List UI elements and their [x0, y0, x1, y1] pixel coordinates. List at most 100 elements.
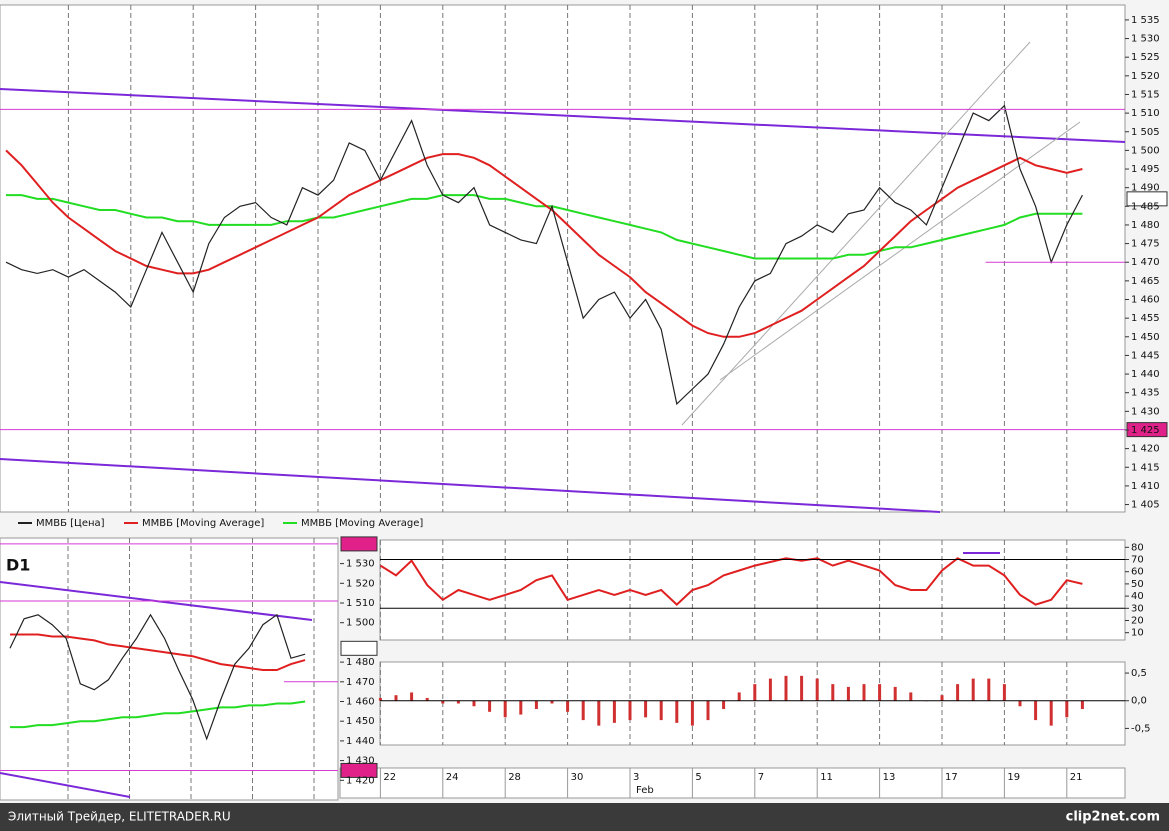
histogram-bar: [862, 684, 866, 701]
histogram-bar: [503, 700, 507, 718]
series-line: [6, 194, 1083, 260]
y-tick-label: 1 455: [1131, 313, 1160, 324]
x-tick-label: 24: [446, 772, 459, 783]
y-tick-label: 1 480: [346, 657, 375, 668]
price-tag: [1126, 191, 1168, 207]
plot-area: [0, 4, 1126, 513]
histogram-bar: [534, 700, 538, 710]
y-tick-label: 60: [1131, 567, 1144, 578]
histogram-bar: [909, 692, 913, 701]
drawings: [0, 41, 1126, 798]
histogram-bar: [519, 700, 523, 715]
histogram-bar: [1002, 684, 1006, 701]
histogram-bar: [753, 684, 757, 701]
y-tick-label: 1 425: [1131, 425, 1160, 436]
x-tick-label: 5: [695, 772, 701, 783]
y-tick-label: 1 480: [1131, 220, 1160, 231]
y-tick-label: 20: [1131, 615, 1144, 626]
y-tick-label: 1 450: [1131, 332, 1160, 343]
series-line: [379, 557, 1083, 606]
channel-line: [681, 41, 1031, 426]
histogram-bar: [612, 700, 616, 723]
histogram-bar: [815, 678, 819, 701]
y-tick-label: 70: [1131, 555, 1144, 566]
y-tick-label: 30: [1131, 603, 1144, 614]
plot-area: [0, 537, 339, 801]
y-tick-label: 1 415: [1131, 462, 1160, 473]
histogram-bar: [675, 700, 679, 723]
x-tick-label: 21: [1070, 772, 1083, 783]
y-tick-label: 1 410: [1131, 481, 1160, 492]
histogram-bar: [472, 700, 476, 707]
x-tick-label: 22: [383, 772, 396, 783]
month-label: Feb: [636, 785, 654, 796]
y-tick-label: 1 430: [346, 756, 375, 767]
panel-title: D1: [6, 556, 30, 575]
y-tick-label: 1 500: [346, 618, 375, 629]
histogram-bar: [706, 700, 710, 721]
y-tick-label: 10: [1131, 628, 1144, 639]
histogram-bar: [737, 692, 741, 701]
y-tick-label: 1 525: [1131, 52, 1160, 63]
y-tick-label: 1 450: [346, 716, 375, 727]
histogram-bar: [659, 700, 663, 721]
price-tag: [340, 536, 378, 552]
footer-bar: [0, 803, 1169, 831]
histogram-bar: [1018, 700, 1022, 707]
histogram-bar: [1034, 700, 1038, 721]
histogram-bar: [893, 686, 897, 701]
histogram-bar: [784, 675, 788, 701]
footer-logo: clip2net.com: [1066, 810, 1160, 825]
histogram-bar: [690, 700, 694, 726]
y-tick-label: 1 435: [1131, 388, 1160, 399]
histogram-bar: [566, 700, 570, 712]
x-tick-label: 3: [633, 772, 639, 783]
y-tick-label: 40: [1131, 591, 1144, 602]
y-tick-label: 1 465: [1131, 276, 1160, 287]
x-tick-label: 13: [883, 772, 896, 783]
y-tick-label: 1 485: [1131, 201, 1160, 212]
histogram-bar: [488, 700, 492, 712]
y-tick-label: 1 530: [346, 559, 375, 570]
price-tag: [340, 762, 378, 778]
histogram-bar: [441, 700, 445, 704]
y-tick-label: 1 475: [1131, 239, 1160, 250]
trend-line: [0, 88, 1126, 143]
histogram-bar: [456, 700, 460, 704]
histogram-bar: [1049, 700, 1053, 726]
y-tick-label: 1 470: [346, 677, 375, 688]
y-tick-label: 1 490: [1131, 183, 1160, 194]
y-tick-label: 1 470: [1131, 257, 1160, 268]
y-tick-label: 1 530: [1131, 34, 1160, 45]
x-tick-label: 11: [820, 772, 833, 783]
series-line: [5, 149, 1083, 338]
y-tick-label: 1 515: [1131, 89, 1160, 100]
footer-text: Элитный Трейдер, ELITETRADER.RU: [8, 810, 231, 824]
y-tick-label: 80: [1131, 542, 1144, 553]
x-tick-label: 17: [945, 772, 958, 783]
series-line: [10, 700, 306, 729]
y-tick-label: 1 420: [1131, 444, 1160, 455]
histogram-bar: [644, 700, 648, 718]
panels: [0, 4, 1126, 801]
series-line: [5, 104, 1083, 406]
legend-label: ММВБ [Moving Average]: [142, 518, 264, 529]
x-tick-label: 30: [571, 772, 584, 783]
y-tick-label: 1 520: [1131, 71, 1160, 82]
y-tick-label: 1 510: [1131, 108, 1160, 119]
histogram-bar: [722, 700, 726, 710]
legend-label: ММВБ [Moving Average]: [301, 518, 423, 529]
histogram-bar: [831, 684, 835, 701]
histogram-bar: [878, 684, 882, 701]
channel-line: [719, 121, 1081, 381]
y-tick-label: 1 430: [1131, 406, 1160, 417]
x-tick-label: 28: [508, 772, 521, 783]
plot-area: [379, 661, 1126, 746]
histogram-bar: [987, 678, 991, 701]
x-tick-label: 7: [758, 772, 764, 783]
trend-line: [0, 458, 941, 513]
y-tick-label: -0,5: [1131, 723, 1151, 734]
histogram-bar: [628, 700, 632, 721]
histogram-bar: [425, 697, 429, 701]
